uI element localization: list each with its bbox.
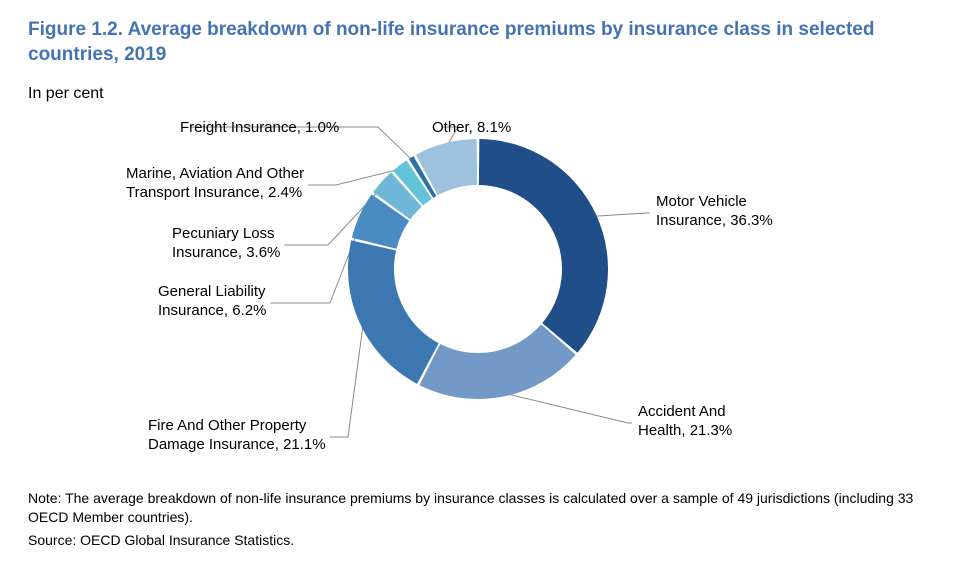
figure-page: Figure 1.2. Average breakdown of non-lif… xyxy=(0,0,960,580)
label-other: Other, 8.1% xyxy=(432,119,511,138)
donut-chart: Motor VehicleInsurance, 36.3% Accident An… xyxy=(28,105,928,485)
label-pecuniary: Pecuniary LossInsurance, 3.6% xyxy=(172,225,280,263)
slice-fire xyxy=(348,241,439,384)
label-freight: Freight Insurance, 1.0% xyxy=(180,119,339,138)
label-marine: Marine, Aviation And OtherTransport Insu… xyxy=(126,165,304,203)
label-liability: General LiabilityInsurance, 6.2% xyxy=(158,283,266,321)
donut-svg xyxy=(348,139,608,399)
slice-other xyxy=(416,139,477,195)
label-motor: Motor VehicleInsurance, 36.3% xyxy=(656,193,773,231)
figure-title: Figure 1.2. Average breakdown of non-lif… xyxy=(28,18,928,67)
figure-subtitle: In per cent xyxy=(28,85,932,103)
slice-accident xyxy=(419,325,575,400)
figure-source: Source: OECD Global Insurance Statistics… xyxy=(28,531,932,550)
label-fire: Fire And Other PropertyDamage Insurance,… xyxy=(148,417,326,455)
figure-note: Note: The average breakdown of non-life … xyxy=(28,489,932,527)
label-accident: Accident AndHealth, 21.3% xyxy=(638,403,732,441)
slice-motor xyxy=(479,139,608,353)
